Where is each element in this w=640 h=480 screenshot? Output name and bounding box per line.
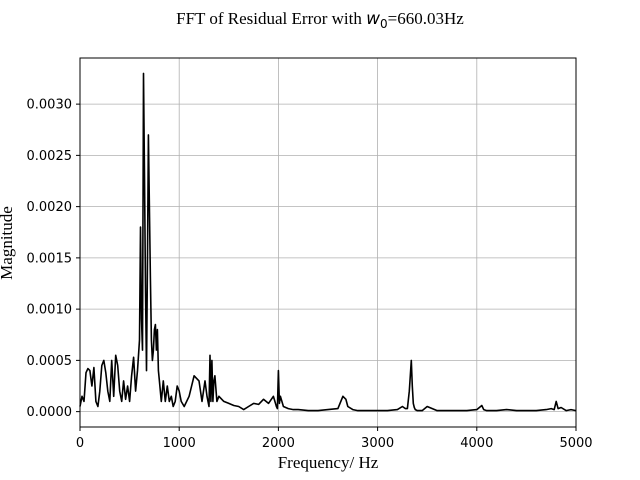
- grid-lines: [79, 58, 577, 427]
- y-tick-label: 0.0025: [27, 149, 73, 164]
- x-axis-label: Frequency/ Hz: [278, 453, 379, 472]
- x-tick-label: 2000: [262, 436, 295, 451]
- x-tick-label: 5000: [559, 436, 592, 451]
- x-tick-label: 0: [76, 436, 84, 451]
- x-tick-label: 3000: [361, 436, 394, 451]
- series-layer: [79, 72, 577, 412]
- y-tick-label: 0.0000: [27, 405, 73, 420]
- y-tick-label: 0.0020: [27, 200, 73, 215]
- plot-frame: [79, 57, 577, 428]
- y-tick-label: 0.0030: [27, 98, 73, 113]
- y-axis-ticks: 0.0000 0.0005 0.0010 0.0015 0.0020 0.0025 0.00…: [27, 98, 80, 420]
- x-tick-label: 4000: [460, 436, 493, 451]
- x-axis-ticks: 0 1000 2000 3000 4000 5000: [76, 427, 593, 451]
- chart-title: FFT of Residual Error with w0=660.03Hz: [176, 9, 464, 31]
- y-tick-label: 0.0010: [27, 303, 73, 318]
- chart-title-var: w: [366, 9, 380, 29]
- chart-title-prefix: FFT of Residual Error with: [176, 9, 366, 28]
- y-tick-label: 0.0005: [27, 354, 73, 369]
- chart-title-sub: 0: [380, 17, 388, 31]
- x-tick-label: 1000: [163, 436, 196, 451]
- fft-magnitude-line: [79, 72, 577, 412]
- y-tick-label: 0.0015: [27, 251, 73, 266]
- y-axis-label: Magnitude: [0, 206, 16, 280]
- chart-title-suffix: =660.03Hz: [388, 9, 465, 28]
